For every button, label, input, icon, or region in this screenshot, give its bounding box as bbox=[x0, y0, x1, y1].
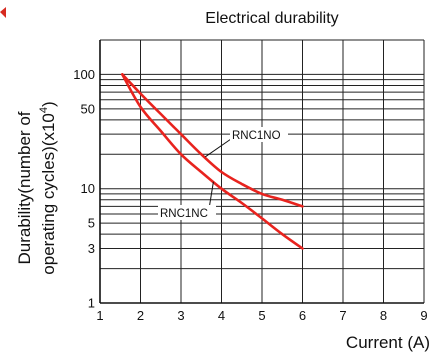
series-group: RNC1NO RNC1NC bbox=[121, 73, 304, 250]
annotation-label: RNC1NO bbox=[232, 130, 281, 142]
series-line-rnc1nc bbox=[121, 73, 304, 250]
x-tick-label: 1 bbox=[96, 308, 103, 323]
y-axis-title: Durability(number of operating cycles)(x… bbox=[15, 101, 58, 274]
annotation-bg bbox=[230, 127, 288, 142]
y-tick-label: 5 bbox=[88, 216, 95, 231]
x-tick-label: 6 bbox=[299, 308, 306, 323]
y-axis-title-close: ) bbox=[39, 101, 58, 107]
series-line-rnc1no bbox=[121, 73, 304, 208]
y-tick-label: 1 bbox=[88, 296, 95, 311]
axes: 1 2 3 4 5 6 7 8 9 1 3 5 10 50 100 bbox=[73, 40, 428, 323]
x-tick-label: 8 bbox=[380, 308, 387, 323]
x-tick-label: 9 bbox=[420, 308, 427, 323]
x-tick-label: 5 bbox=[258, 308, 265, 323]
annotation-label: RNC1NC bbox=[160, 208, 208, 220]
annotation-leader bbox=[208, 181, 214, 210]
y-axis-title-main: operating cycles)(x10 bbox=[39, 113, 58, 275]
y-tick-label: 10 bbox=[81, 181, 95, 196]
x-axis-title: Current (A) bbox=[346, 333, 430, 352]
x-tick-label: 4 bbox=[218, 308, 225, 323]
y-axis-title-exponent: 4 bbox=[38, 107, 50, 113]
y-axis-title-line2: operating cycles)(x104) bbox=[38, 101, 58, 274]
annotation-leader bbox=[205, 138, 232, 158]
grid bbox=[99, 39, 425, 303]
x-tick-label: 7 bbox=[339, 308, 346, 323]
y-tick-label: 100 bbox=[73, 67, 95, 82]
y-tick-label: 50 bbox=[81, 101, 95, 116]
corner-mark bbox=[0, 7, 6, 18]
y-axis-title-line1: Durability(number of bbox=[15, 111, 34, 264]
x-tick-label: 2 bbox=[137, 308, 144, 323]
y-tick-label: 3 bbox=[88, 241, 95, 256]
x-tick-label: 3 bbox=[177, 308, 184, 323]
chart-title: Electrical durability bbox=[205, 10, 338, 27]
annotation-bg bbox=[158, 205, 216, 220]
